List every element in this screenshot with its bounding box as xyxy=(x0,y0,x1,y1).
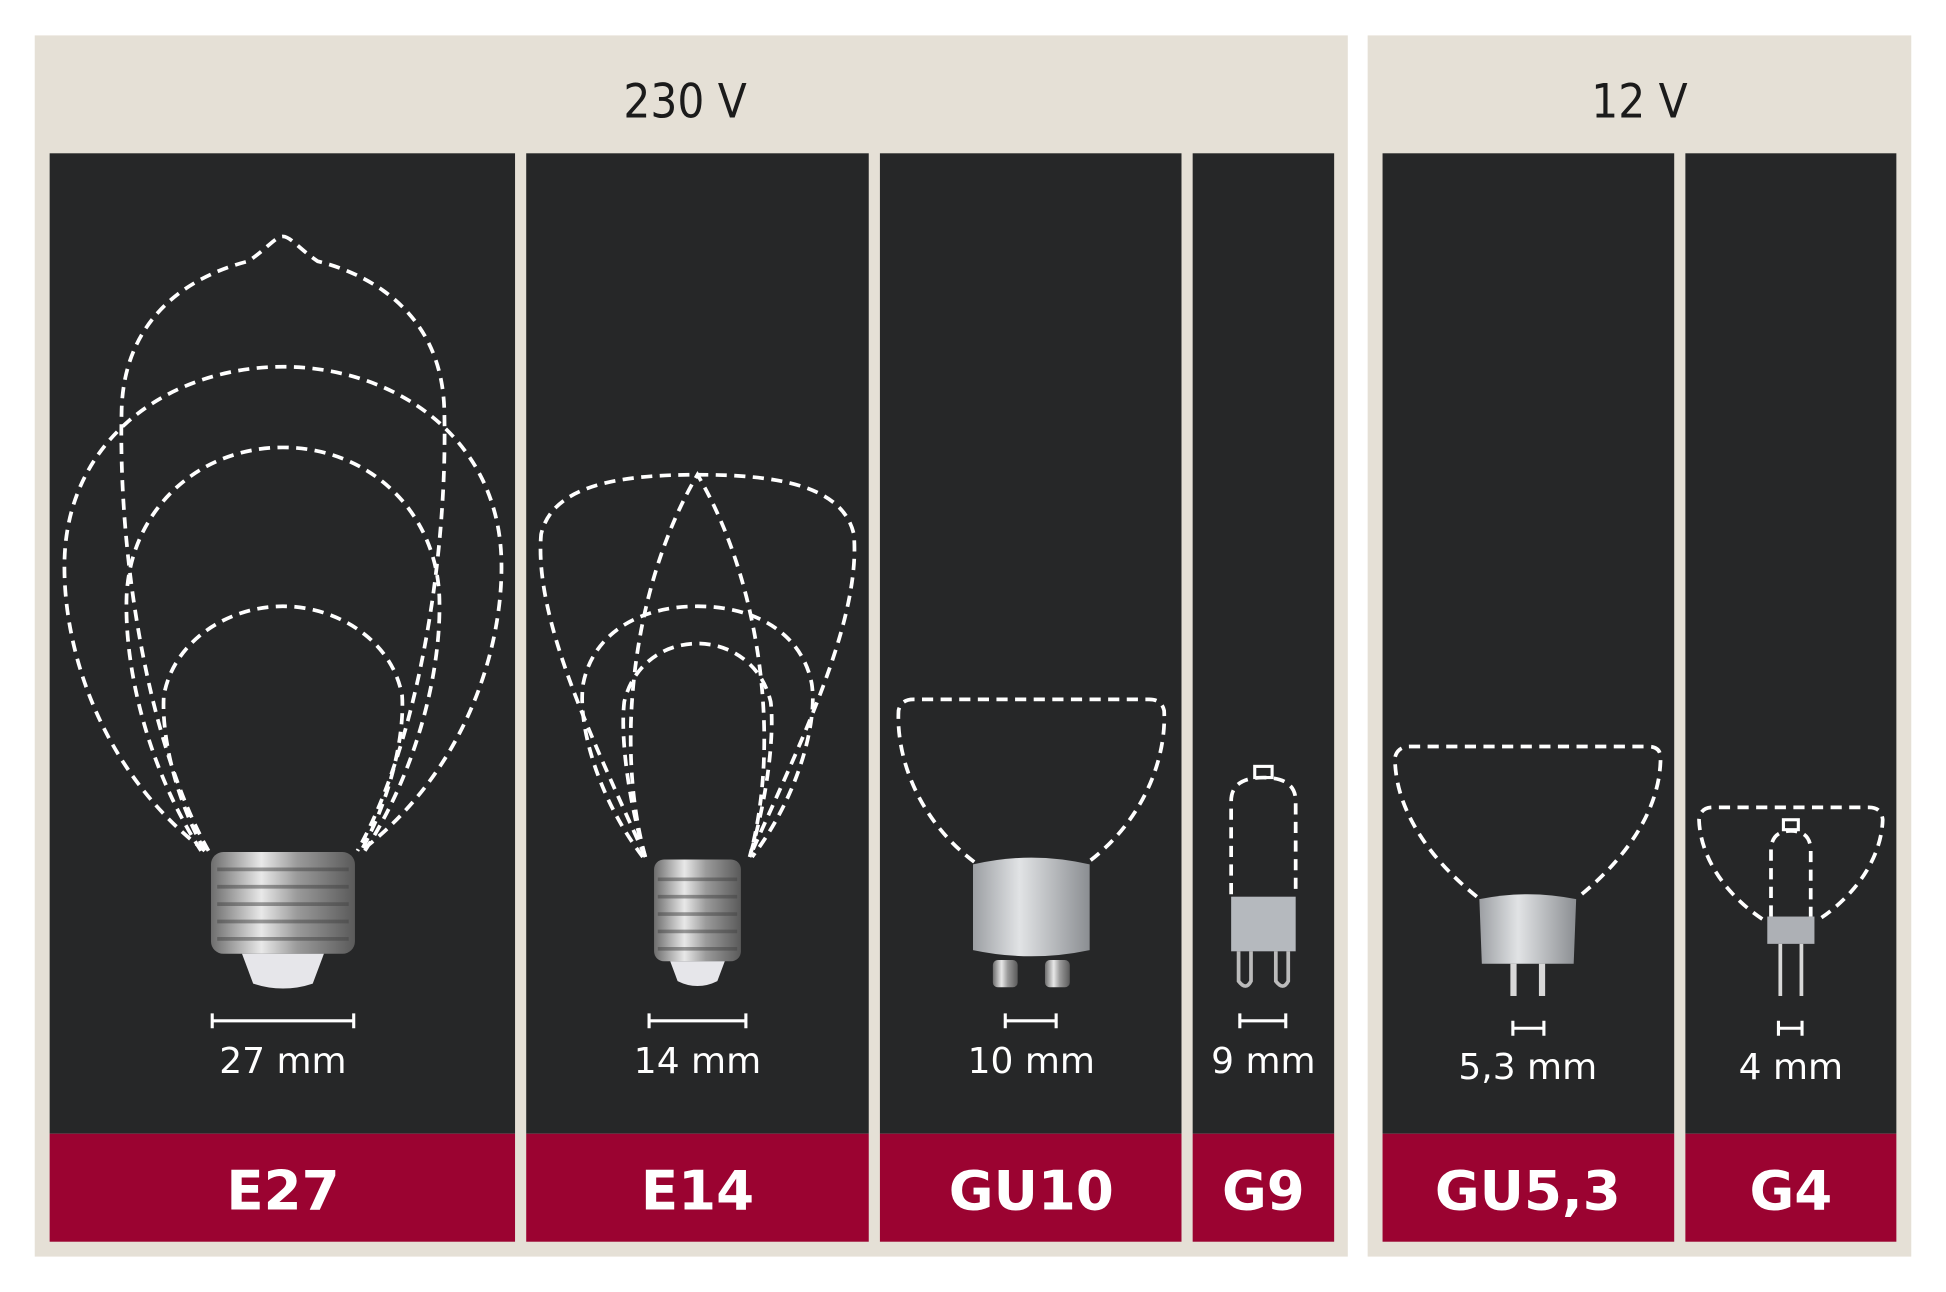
gu53-label: GU5,3 xyxy=(1435,1158,1621,1222)
e27-base-icon xyxy=(210,852,355,989)
g4-size: 4 mm xyxy=(1739,1047,1843,1088)
gu53-size: 5,3 mm xyxy=(1458,1047,1597,1088)
g4-label: G4 xyxy=(1749,1158,1832,1222)
panel-e27 xyxy=(49,153,516,1242)
gu53-reflector-outline-icon xyxy=(1393,744,1663,899)
gu10-reflector-outline-icon xyxy=(896,697,1167,864)
e27-bulb-outlines-icon xyxy=(62,234,504,853)
g9-label: G9 xyxy=(1222,1158,1305,1222)
e27-size: 27 mm xyxy=(219,1041,346,1082)
panel-g9 xyxy=(1192,153,1335,1242)
e27-dimension-icon xyxy=(210,1013,356,1029)
g9-capsule-outline-icon xyxy=(1229,764,1298,895)
g9-pins-icon xyxy=(1231,896,1296,988)
panel-gu10 xyxy=(879,153,1182,1242)
e27-label: E27 xyxy=(226,1158,339,1222)
gu10-size: 10 mm xyxy=(968,1041,1095,1082)
g4-dimension-icon xyxy=(1776,1020,1804,1036)
gu53-base-icon xyxy=(1479,894,1577,996)
gu10-label: GU10 xyxy=(949,1158,1114,1222)
g4-reflector-outline-icon xyxy=(1697,805,1885,921)
e14-base-icon xyxy=(654,859,741,987)
panel-gu53 xyxy=(1382,153,1675,1242)
e14-bulb-outlines-icon xyxy=(538,471,857,859)
e14-dimension-icon xyxy=(647,1013,748,1029)
panel-g4 xyxy=(1685,153,1897,1242)
voltage-12v: 12 V xyxy=(1591,74,1687,129)
g9-dimension-icon xyxy=(1238,1013,1288,1029)
e14-label: E14 xyxy=(641,1158,754,1222)
voltage-230v: 230 V xyxy=(623,74,746,129)
g9-size: 9 mm xyxy=(1211,1041,1315,1082)
gu10-base-icon xyxy=(973,857,1090,988)
gu53-dimension-icon xyxy=(1511,1020,1546,1036)
e14-size: 14 mm xyxy=(634,1041,761,1082)
gu10-dimension-icon xyxy=(1003,1013,1058,1029)
g4-pins-icon xyxy=(1767,916,1815,996)
